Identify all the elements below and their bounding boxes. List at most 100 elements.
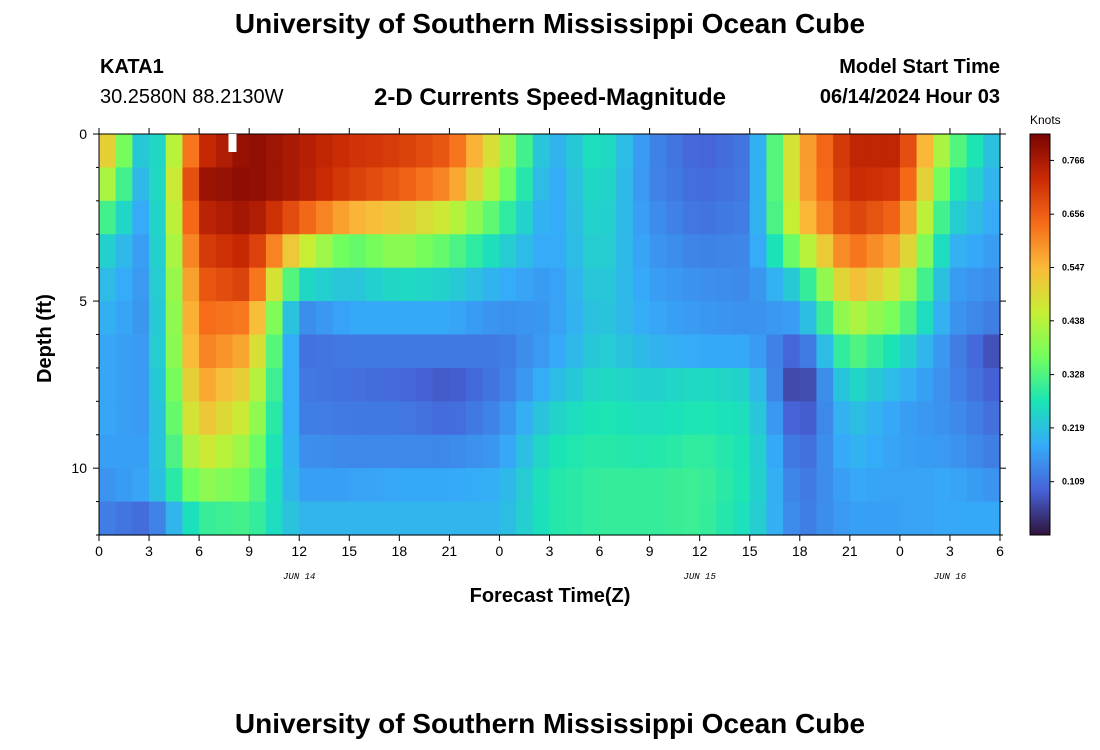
heatmap-cell — [99, 401, 117, 436]
heatmap-cell — [299, 301, 317, 336]
heatmap-cell — [449, 234, 467, 269]
colorbar-tick-label: 0.656 — [1062, 209, 1085, 219]
heatmap-cell — [265, 434, 284, 469]
heatmap-cell — [249, 167, 267, 202]
heatmap-cell — [749, 200, 768, 235]
heatmap-cell — [866, 167, 884, 202]
heatmap-cell — [365, 468, 384, 503]
heatmap-cell — [499, 434, 517, 469]
heatmap-cell — [783, 234, 801, 269]
heatmap-cell — [933, 334, 951, 369]
heatmap-cell — [833, 301, 851, 336]
heatmap-cell — [315, 468, 334, 503]
heatmap-cell — [749, 334, 768, 369]
heatmap-cell — [883, 301, 901, 336]
heatmap-cell — [449, 267, 467, 302]
heatmap-cell — [165, 334, 184, 369]
heatmap-cell — [783, 468, 801, 503]
heatmap-cell — [983, 301, 1001, 336]
heatmap-cell — [532, 234, 551, 269]
heatmap-cell — [165, 434, 184, 469]
heatmap-cell — [916, 200, 934, 235]
heatmap-cell — [766, 200, 784, 235]
heatmap-cell — [399, 134, 417, 169]
chart-main-title: University of Southern Mississippi Ocean… — [234, 8, 866, 39]
heatmap-cell — [466, 167, 484, 202]
heatmap-cell — [416, 267, 434, 302]
heatmap-cell — [516, 234, 534, 269]
heatmap-cell — [749, 367, 768, 402]
heatmap-cell — [849, 367, 868, 402]
heatmap-cell — [816, 234, 834, 269]
heatmap-cell — [899, 267, 918, 302]
heatmap-cell — [365, 134, 384, 169]
heatmap-cell — [816, 367, 834, 402]
heatmap-cell — [482, 134, 501, 169]
heatmap-cell — [499, 267, 517, 302]
heatmap-cell — [682, 234, 701, 269]
heatmap-cell — [649, 167, 667, 202]
heatmap-cell — [666, 200, 684, 235]
heatmap-cell — [332, 234, 350, 269]
heatmap-cell — [249, 434, 267, 469]
x-tick-label: 15 — [341, 543, 357, 559]
heatmap-cell — [749, 167, 768, 202]
heatmap-cell — [983, 401, 1001, 436]
heatmap-cell — [499, 134, 517, 169]
heatmap-cell — [549, 267, 567, 302]
heatmap-cell — [149, 434, 167, 469]
heatmap-cell — [699, 134, 717, 169]
heatmap-cell — [833, 267, 851, 302]
heatmap-cell — [899, 434, 918, 469]
heatmap-cell — [249, 334, 267, 369]
heatmap-cell — [132, 434, 150, 469]
heatmap-cell — [165, 234, 184, 269]
heatmap-cell — [566, 301, 584, 336]
heatmap-cell — [499, 501, 517, 536]
heatmap-cell — [866, 301, 884, 336]
heatmap-cell — [165, 301, 184, 336]
heatmap-cell — [382, 334, 400, 369]
heatmap-cell — [682, 468, 701, 503]
heatmap-cell — [399, 301, 417, 336]
heatmap-cell — [749, 501, 768, 536]
heatmap-cell — [449, 434, 467, 469]
heatmap-cell — [783, 267, 801, 302]
heatmap-cell — [599, 234, 617, 269]
heatmap-cell — [632, 501, 651, 536]
heatmap-cell — [182, 401, 200, 436]
heatmap-cell — [365, 334, 384, 369]
heatmap-cell — [799, 234, 818, 269]
heatmap-cell — [332, 434, 350, 469]
heatmap-cell — [899, 301, 918, 336]
heatmap-cell — [632, 401, 651, 436]
heatmap-cell — [766, 267, 784, 302]
heatmap-cell — [866, 401, 884, 436]
heatmap-cell — [332, 200, 350, 235]
heatmap-cell — [265, 401, 284, 436]
heatmap-cell — [632, 234, 651, 269]
heatmap-cell — [482, 367, 501, 402]
heatmap-cell — [649, 234, 667, 269]
heatmap-cell — [632, 267, 651, 302]
heatmap-cell — [165, 134, 184, 169]
heatmap-cell — [482, 401, 501, 436]
heatmap-cell — [482, 200, 501, 235]
heatmap-cell — [883, 334, 901, 369]
heatmap-cell — [349, 267, 367, 302]
heatmap-cell — [899, 367, 918, 402]
model-start-value: 06/14/2024 Hour 03 — [819, 86, 1000, 108]
x-tick-label: 9 — [646, 543, 654, 559]
heatmap-cell — [949, 267, 968, 302]
heatmap-cell — [649, 134, 667, 169]
heatmap-cell — [566, 468, 584, 503]
colorbar-tick-label: 0.328 — [1062, 370, 1085, 380]
heatmap-cell — [115, 367, 133, 402]
heatmap-cell — [249, 367, 267, 402]
heatmap-cell — [516, 267, 534, 302]
heatmap-cell — [282, 367, 300, 402]
heatmap-cell — [699, 367, 717, 402]
heatmap-cell — [766, 334, 784, 369]
x-tick-label: 12 — [692, 543, 708, 559]
heatmap-cell — [649, 334, 667, 369]
